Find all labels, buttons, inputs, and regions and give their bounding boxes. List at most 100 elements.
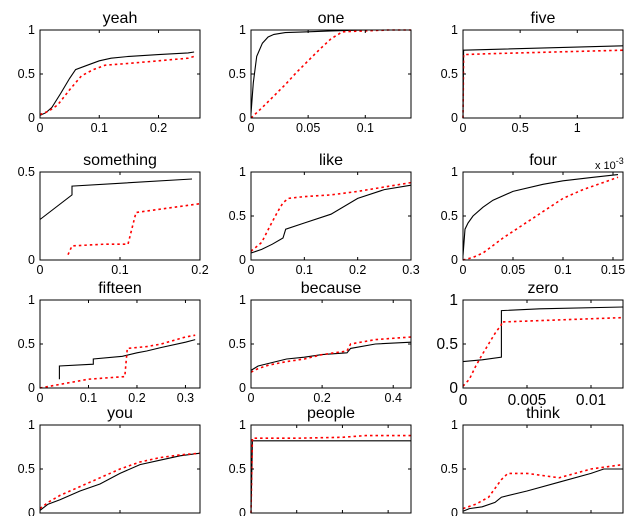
y-tick-label: 0 — [239, 111, 246, 125]
series-line-solid — [39, 178, 193, 220]
series-line-dotted — [250, 29, 411, 119]
y-tick-label: 0 — [449, 380, 458, 397]
series-line-dotted — [250, 336, 412, 373]
y-tick-label: 1 — [239, 23, 246, 37]
panel-title: like — [319, 152, 343, 169]
x-tick-label: 0 — [459, 392, 468, 409]
x-tick-label: 0.1 — [111, 263, 128, 277]
panel-fifteen: 0 0.1 0.2 0.3 0 0.5 1 fifteen — [18, 280, 201, 405]
y-tick-label: 0.5 — [436, 336, 458, 353]
y-tick-label: 0.5 — [18, 67, 35, 81]
x-tick-label: 0.1 — [296, 263, 313, 277]
series-line-dotted — [67, 202, 201, 256]
axes-box — [39, 29, 201, 119]
x-tick-label: 0 — [460, 121, 467, 135]
series-line-solid — [58, 339, 196, 380]
y-tick-label: 1 — [449, 292, 458, 309]
axes-box — [462, 29, 624, 119]
panel-one: 0 0.05 0.1 0 0.5 1 one — [229, 10, 412, 135]
axes-box — [250, 29, 412, 119]
axes-box — [462, 299, 624, 389]
x-tick-label: 0.4 — [385, 391, 402, 405]
x-tick-label: 0.01 — [576, 392, 606, 409]
series-line-solid — [250, 184, 412, 254]
x-tick-label: 0 — [248, 263, 255, 277]
panel-title: yeah — [103, 10, 138, 27]
x-tick-label: 0.2 — [150, 121, 167, 135]
x-tick-label: 0 — [37, 263, 44, 277]
panel-four: 0 0.05 0.1 0.15 0 0.5 1 four x 10-3 — [441, 152, 626, 277]
panel-five: 0 0.5 1 0 0.5 1 five — [441, 10, 624, 135]
panel-because: 0 0.2 0.4 0 0.5 1 because — [229, 280, 412, 405]
y-tick-label: 0 — [451, 506, 458, 516]
y-tick-label: 1 — [28, 23, 35, 37]
x-tick-label: 1 — [574, 121, 581, 135]
panel-like: 0 0.1 0.2 0.3 0 0.5 1 like — [229, 152, 420, 277]
x-tick-label: 0 — [37, 121, 44, 135]
axes-box — [462, 171, 624, 261]
x-exponent-base: x 10 — [595, 160, 616, 172]
panel-something: 0 0.1 0.2 0 0.5 something — [18, 152, 209, 277]
x-tick-label: 0.5 — [511, 121, 528, 135]
series-line-solid — [462, 45, 624, 119]
series-line-solid — [250, 341, 412, 371]
series-line-dotted — [39, 334, 196, 389]
y-tick-label: 0 — [239, 506, 246, 516]
panel-title: because — [301, 280, 362, 297]
x-tick-label: 0 — [248, 121, 255, 135]
y-tick-label: 0 — [451, 253, 458, 267]
y-tick-label: 0.5 — [441, 462, 458, 476]
y-tick-label: 0.5 — [229, 462, 246, 476]
x-tick-label: 0.2 — [128, 391, 145, 405]
y-tick-label: 0.5 — [229, 337, 246, 351]
y-tick-label: 0 — [239, 253, 246, 267]
series-line-dotted — [39, 452, 201, 510]
panel-title: you — [107, 405, 133, 422]
y-tick-label: 0.5 — [441, 209, 458, 223]
x-tick-label: 0.005 — [508, 392, 547, 409]
y-tick-label: 1 — [28, 293, 35, 307]
x-exponent-power: -3 — [616, 156, 624, 166]
series-line-solid — [250, 29, 411, 114]
y-tick-label: 0.5 — [18, 165, 35, 179]
series-line-dotted — [250, 181, 412, 252]
panel-title: one — [318, 10, 345, 27]
series-line-solid — [39, 452, 201, 511]
series-line-solid — [250, 440, 411, 514]
x-tick-label: 0.05 — [296, 121, 320, 135]
panel-title: four — [529, 152, 557, 169]
panel-title: fifteen — [98, 280, 142, 297]
y-tick-label: 1 — [451, 418, 458, 432]
y-tick-label: 1 — [451, 23, 458, 37]
x-tick-label: 0.2 — [313, 391, 330, 405]
x-tick-label: 0.15 — [601, 263, 625, 277]
axes-box — [250, 424, 412, 514]
series-line-dotted — [250, 434, 411, 514]
y-tick-label: 1 — [28, 418, 35, 432]
y-tick-label: 0 — [28, 253, 35, 267]
y-tick-label: 0.5 — [18, 337, 35, 351]
y-tick-label: 0 — [451, 111, 458, 125]
panel-zero: 0 0.005 0.01 0 0.5 1 zero — [436, 280, 624, 409]
series-line-solid — [39, 51, 195, 116]
panel-yeah: 0 0.1 0.2 0 0.5 1 yeah — [18, 10, 201, 135]
y-tick-label: 0.5 — [441, 67, 458, 81]
panel-title: five — [531, 10, 556, 27]
series-line-dotted — [462, 316, 624, 387]
panel-title: zero — [527, 280, 558, 297]
y-tick-label: 1 — [239, 165, 246, 179]
series-line-dotted — [39, 55, 195, 116]
y-tick-label: 0 — [28, 381, 35, 395]
x-tick-label: 0.1 — [357, 121, 374, 135]
x-tick-label: 0.1 — [80, 391, 97, 405]
x-tick-label: 0.2 — [191, 263, 208, 277]
y-tick-label: 1 — [239, 418, 246, 432]
series-line-solid — [462, 174, 619, 256]
series-line-dotted — [462, 49, 624, 119]
y-tick-label: 1 — [239, 293, 246, 307]
y-tick-label: 0.5 — [229, 209, 246, 223]
